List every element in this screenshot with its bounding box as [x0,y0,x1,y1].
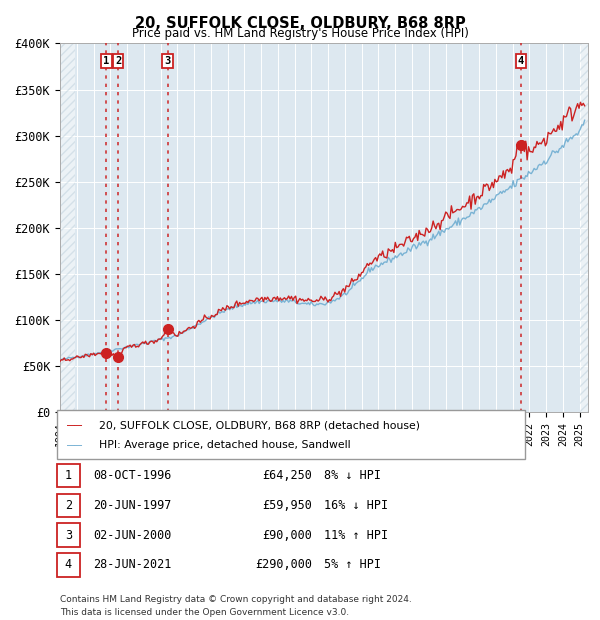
Text: 3: 3 [65,529,72,541]
Text: 20-JUN-1997: 20-JUN-1997 [93,499,172,511]
Text: 20, SUFFOLK CLOSE, OLDBURY, B68 8RP: 20, SUFFOLK CLOSE, OLDBURY, B68 8RP [134,16,466,30]
Text: 08-OCT-1996: 08-OCT-1996 [93,469,172,482]
Text: 02-JUN-2000: 02-JUN-2000 [93,529,172,541]
Bar [60,43,75,412]
Text: Contains HM Land Registry data © Crown copyright and database right 2024.: Contains HM Land Registry data © Crown c… [60,595,412,604]
Text: 8% ↓ HPI: 8% ↓ HPI [324,469,381,482]
Text: This data is licensed under the Open Government Licence v3.0.: This data is licensed under the Open Gov… [60,608,349,618]
Text: 2: 2 [115,56,121,66]
Bar [580,43,588,412]
Text: 4: 4 [518,56,524,66]
Text: Price paid vs. HM Land Registry's House Price Index (HPI): Price paid vs. HM Land Registry's House … [131,27,469,40]
Text: ——: —— [67,419,82,432]
Text: 1: 1 [65,469,72,482]
Text: £59,950: £59,950 [262,499,312,511]
Text: ——: —— [67,439,82,451]
Text: 20, SUFFOLK CLOSE, OLDBURY, B68 8RP (detached house): 20, SUFFOLK CLOSE, OLDBURY, B68 8RP (det… [99,420,420,430]
Text: 4: 4 [65,559,72,571]
Text: 16% ↓ HPI: 16% ↓ HPI [324,499,388,511]
Text: £290,000: £290,000 [255,559,312,571]
Text: 1: 1 [103,56,110,66]
Text: 11% ↑ HPI: 11% ↑ HPI [324,529,388,541]
Text: HPI: Average price, detached house, Sandwell: HPI: Average price, detached house, Sand… [99,440,350,450]
Text: 3: 3 [164,56,171,66]
Text: £64,250: £64,250 [262,469,312,482]
Text: 5% ↑ HPI: 5% ↑ HPI [324,559,381,571]
Text: £90,000: £90,000 [262,529,312,541]
Text: 2: 2 [65,499,72,511]
Text: 28-JUN-2021: 28-JUN-2021 [93,559,172,571]
